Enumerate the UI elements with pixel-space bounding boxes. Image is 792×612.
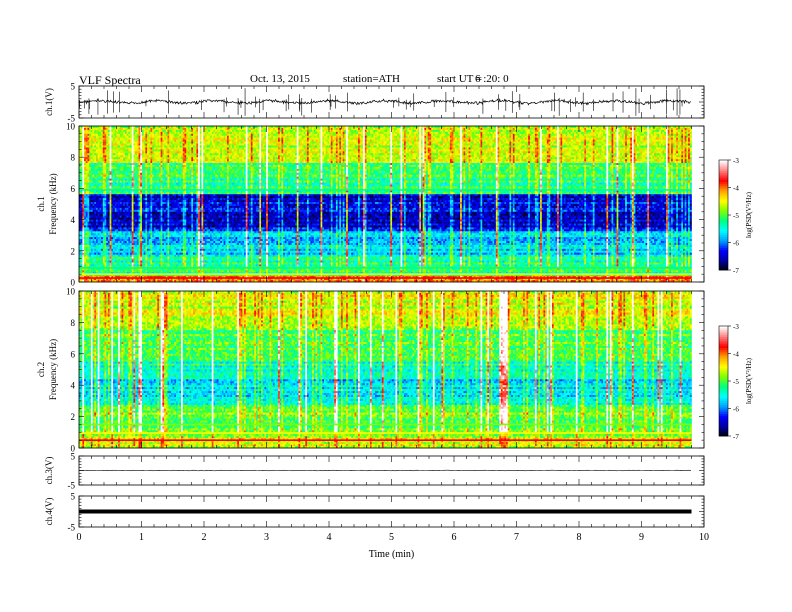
start-ut-label: start UT = bbox=[437, 73, 482, 85]
colorbar-tick-label: -7 bbox=[733, 267, 739, 275]
ch2-spectrogram-colorbar bbox=[719, 326, 728, 437]
ch3-waveform-series bbox=[78, 469, 692, 472]
ch1-spectrogram-image bbox=[79, 126, 692, 283]
ch3-waveform-ylabel: ch.3(V) bbox=[44, 457, 54, 485]
ch1-spectrogram-channel-label: ch.1 bbox=[36, 196, 46, 211]
colorbar-tick-label: -6 bbox=[733, 240, 739, 248]
x-tick-label: 7 bbox=[514, 532, 519, 543]
y-tick-label: 6 bbox=[71, 184, 76, 194]
y-tick-label: 2 bbox=[71, 412, 76, 422]
ch2-spectrogram-channel-label: ch.2 bbox=[36, 362, 46, 377]
ch2-spectrogram-colorbar-label: log(PSD(V²/Hz) bbox=[745, 357, 753, 404]
colorbar-tick-label: -5 bbox=[733, 378, 739, 386]
y-tick-label: 10 bbox=[66, 287, 76, 297]
ch4-waveform-ylabel: ch.4(V) bbox=[44, 498, 54, 526]
y-tick-label: 4 bbox=[71, 215, 76, 225]
colorbar-tick-label: -3 bbox=[733, 323, 739, 331]
ch1-spectrogram-colorbar bbox=[719, 160, 728, 271]
colorbar-tick-label: -5 bbox=[733, 212, 739, 220]
colorbar-tick-label: -4 bbox=[733, 351, 739, 359]
y-tick-label: 0 bbox=[71, 278, 76, 288]
y-tick-label: 4 bbox=[71, 381, 76, 391]
ch1-spectrogram-ylabel: Frequency (kHz) bbox=[48, 173, 58, 234]
y-tick-label: 0 bbox=[71, 444, 76, 454]
y-tick-label: 5 bbox=[71, 82, 76, 92]
ch1-waveform-series bbox=[78, 98, 691, 106]
y-tick-label: 5 bbox=[71, 492, 76, 502]
x-tick-label: 10 bbox=[699, 532, 709, 543]
figure-title: VLF Spectra bbox=[79, 73, 141, 88]
station-label: station=ATH bbox=[343, 73, 400, 85]
y-tick-label: -5 bbox=[68, 481, 76, 491]
ch2-spectrogram-image bbox=[79, 291, 692, 449]
x-tick-label: 8 bbox=[577, 532, 582, 543]
x-axis-label: Time (min) bbox=[369, 549, 414, 560]
colorbar-tick-label: -3 bbox=[733, 157, 739, 165]
x-tick-label: 0 bbox=[77, 532, 82, 543]
colorbar-tick-label: -6 bbox=[733, 406, 739, 414]
x-tick-label: 4 bbox=[327, 532, 332, 543]
y-tick-label: 10 bbox=[66, 122, 76, 132]
x-tick-label: 1 bbox=[139, 532, 144, 543]
y-tick-label: 8 bbox=[71, 318, 76, 328]
y-tick-label: -5 bbox=[68, 523, 76, 533]
x-tick-label: 3 bbox=[264, 532, 269, 543]
start-ut-value: 6 :20: 0 bbox=[475, 73, 509, 85]
y-tick-label: 5 bbox=[71, 452, 76, 462]
ch1-waveform-ylabel: ch.1(V) bbox=[44, 88, 54, 116]
ch1-spectrogram-colorbar-label: log(PSD(V²/Hz) bbox=[745, 191, 753, 238]
x-tick-label: 2 bbox=[202, 532, 207, 543]
x-tick-label: 5 bbox=[389, 532, 394, 543]
y-tick-label: -5 bbox=[68, 114, 76, 124]
x-tick-label: 6 bbox=[452, 532, 457, 543]
y-tick-label: 2 bbox=[71, 246, 76, 256]
x-tick-label: 9 bbox=[639, 532, 644, 543]
colorbar-tick-label: -4 bbox=[733, 185, 739, 193]
y-tick-label: 6 bbox=[71, 349, 76, 359]
date-label: Oct. 13, 2015 bbox=[250, 73, 310, 85]
ch2-spectrogram-ylabel: Frequency (kHz) bbox=[48, 339, 58, 400]
y-tick-label: 8 bbox=[71, 153, 76, 163]
colorbar-tick-label: -7 bbox=[733, 433, 739, 441]
